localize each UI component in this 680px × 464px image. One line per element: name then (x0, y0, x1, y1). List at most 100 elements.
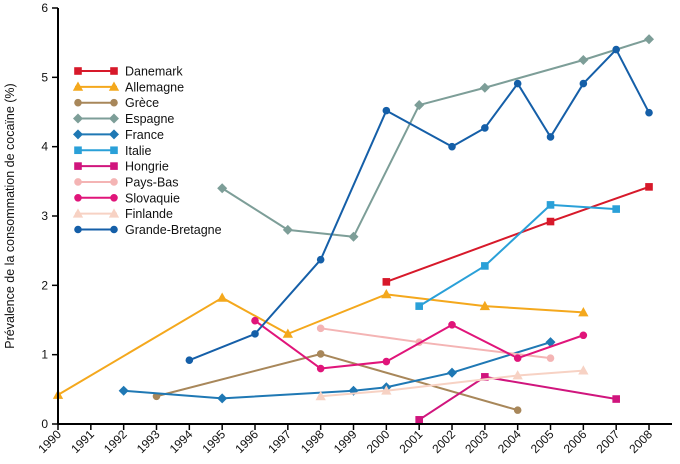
data-point-grece (316, 350, 325, 358)
data-point-italie (546, 201, 555, 209)
y-tick-label: 0 (41, 417, 48, 431)
data-point-slovaquie (448, 321, 456, 329)
legend-item-finlande: Finlande (72, 207, 173, 221)
data-point-danemark (645, 183, 653, 191)
data-point-italie (612, 205, 620, 213)
data-point-allemagne (578, 307, 589, 317)
data-point-grande-bretagne (645, 108, 653, 117)
series-slovaquie (251, 316, 588, 373)
legend-swatch-marker (110, 67, 118, 75)
data-point-france (118, 385, 129, 396)
series-line-pays-bas (320, 327, 551, 360)
legend-item-hongrie: Hongrie (74, 160, 169, 174)
data-point-finlande (315, 390, 326, 401)
data-point-slovaquie (513, 354, 522, 362)
data-point-grande-bretagne (251, 330, 259, 338)
series-allemagne (52, 289, 589, 399)
data-point-grande-bretagne (185, 356, 194, 365)
data-point-allemagne (381, 289, 392, 299)
data-point-pays-bas (316, 324, 325, 333)
legend-label-allemagne: Allemagne (125, 80, 184, 94)
data-point-danemark (546, 217, 555, 226)
legend-swatch-marker (108, 81, 120, 91)
x-tick-label: 1990 (35, 427, 64, 456)
data-point-danemark (382, 278, 391, 286)
legend-swatch-marker (110, 178, 118, 186)
x-tick-label: 2000 (364, 427, 393, 456)
data-point-allemagne (479, 300, 490, 311)
data-point-finlande (381, 385, 392, 395)
data-point-slovaquie (316, 364, 325, 373)
legend-label-pays-bas: Pays-Bas (125, 175, 179, 189)
legend-swatch-marker (74, 194, 82, 202)
data-point-grande-bretagne (481, 124, 489, 132)
x-tick-label: 1998 (298, 427, 327, 456)
legend-label-grece: Grèce (125, 96, 159, 110)
x-tick-label: 2006 (561, 427, 590, 456)
series-espagne (217, 34, 655, 242)
x-tick-label: 1995 (200, 427, 229, 456)
legend-label-danemark: Danemark (125, 65, 183, 79)
legend-swatch-marker (108, 113, 120, 124)
data-point-italie (415, 302, 423, 310)
data-point-espagne (578, 54, 589, 66)
series-line-finlande (320, 369, 584, 398)
legend-label-france: France (125, 128, 164, 142)
legend-item-pays-bas: Pays-Bas (74, 175, 179, 189)
legend-swatch-marker (74, 98, 82, 107)
legend-swatch-marker (74, 178, 82, 186)
data-point-espagne (217, 183, 228, 194)
legend-swatch-marker (74, 146, 82, 155)
x-tick-label: 2007 (594, 427, 623, 456)
data-point-grande-bretagne (382, 106, 391, 115)
legend-label-italie: Italie (125, 144, 151, 158)
x-tick-label: 2003 (462, 427, 491, 456)
data-point-hongrie (612, 395, 620, 403)
series-line-allemagne (57, 293, 584, 396)
legend-item-grece: Grèce (74, 96, 159, 110)
legend-swatch-marker (110, 162, 118, 170)
data-point-finlande (578, 365, 589, 375)
series-layer (52, 34, 655, 424)
legend-swatch-marker (72, 81, 84, 91)
series-line-slovaquie (254, 319, 584, 370)
data-point-grece (513, 406, 522, 414)
x-tick-label: 1993 (134, 427, 163, 456)
legend-swatch-marker (110, 225, 118, 234)
data-point-grande-bretagne (546, 133, 555, 141)
data-point-grande-bretagne (448, 142, 456, 151)
x-tick-label: 1997 (265, 427, 294, 456)
data-point-espagne (282, 224, 293, 235)
x-tick-label: 2004 (495, 427, 524, 456)
series-france (118, 337, 556, 404)
data-point-grande-bretagne (316, 255, 325, 264)
legend-swatch-marker (74, 162, 82, 170)
y-tick-label: 1 (41, 348, 48, 362)
legend-swatch-marker (72, 113, 84, 124)
y-tick-label: 3 (41, 209, 48, 223)
legend-item-danemark: Danemark (74, 65, 183, 79)
legend-label-hongrie: Hongrie (125, 160, 169, 174)
legend-swatch-marker (72, 208, 84, 218)
data-point-espagne (414, 100, 425, 111)
x-tick-label: 2001 (397, 427, 426, 456)
legend-swatch-marker (108, 208, 120, 218)
series-danemark (382, 183, 653, 286)
data-point-pays-bas (546, 354, 555, 362)
series-finlande (315, 365, 589, 401)
legend-swatch-marker (108, 129, 120, 140)
x-tick-label: 1991 (68, 427, 97, 456)
legend-item-slovaquie: Slovaquie (74, 191, 180, 205)
data-point-italie (481, 262, 489, 270)
series-grece (152, 350, 522, 414)
legend-swatch-marker (110, 98, 118, 107)
legend-swatch-marker (110, 194, 118, 202)
series-line-italie (418, 203, 617, 307)
data-point-slovaquie (251, 316, 259, 325)
data-point-grande-bretagne (513, 79, 522, 88)
data-point-slovaquie (579, 331, 588, 340)
legend-label-grande-bretagne: Grande-Bretagne (125, 223, 222, 237)
legend-label-slovaquie: Slovaquie (125, 191, 180, 205)
x-tick-label: 1994 (167, 427, 196, 456)
